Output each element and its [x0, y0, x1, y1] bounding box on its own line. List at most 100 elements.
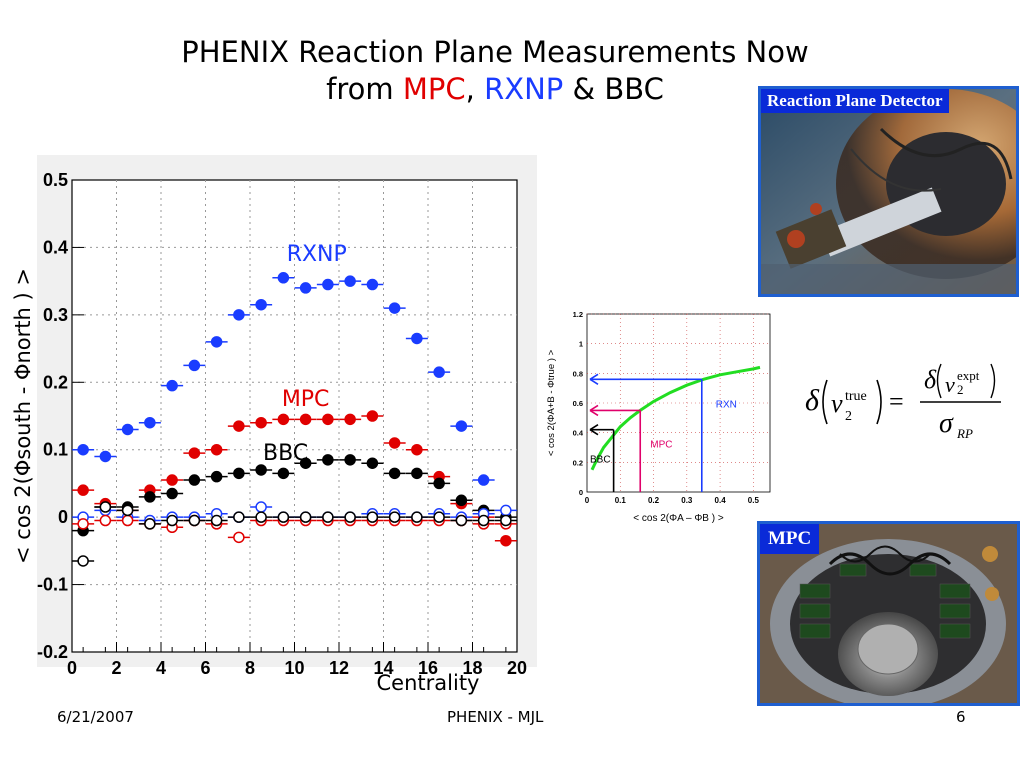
data-point [212, 472, 222, 482]
reaction-plane-detector-photo: Reaction Plane Detector [758, 86, 1019, 297]
data-point [256, 502, 266, 512]
data-point [189, 360, 199, 370]
y-tick-label: 0 [58, 507, 68, 527]
data-point [456, 421, 466, 431]
y-tick-label: 0.3 [43, 305, 68, 325]
data-point [256, 465, 266, 475]
x-axis-label: Centrality [377, 671, 480, 695]
data-point [256, 512, 266, 522]
svg-text:true: true [845, 389, 867, 404]
data-point [479, 516, 489, 526]
x-tick-label: 10 [284, 658, 304, 678]
reaction-plane-chart: 0 2 4 6 8 10 12 14 16 18 20 -0.2 -0.1 0 0.1 0.2 0.3 0.4 0.… [0, 150, 545, 700]
calib-x-axis-label: < cos 2(ΦA – ΦB ) > [633, 513, 724, 524]
data-point [189, 475, 199, 485]
data-point [412, 512, 422, 522]
data-point [212, 337, 222, 347]
calib-x-tick-label: 0.1 [615, 496, 627, 505]
calib-x-tick-label: 0.2 [648, 496, 660, 505]
data-point [100, 516, 110, 526]
data-point [167, 381, 177, 391]
data-point [234, 310, 244, 320]
x-tick-label: 0 [67, 658, 77, 678]
data-point [145, 418, 155, 428]
title-mpc: MPC [403, 72, 466, 106]
svg-text:v: v [945, 372, 955, 397]
x-tick-label: 12 [329, 658, 349, 678]
data-point [390, 468, 400, 478]
data-point [234, 421, 244, 431]
calib-plot-area [587, 314, 770, 492]
data-point [301, 512, 311, 522]
data-point [345, 512, 355, 522]
data-point [167, 475, 177, 485]
data-point [234, 468, 244, 478]
data-point [412, 445, 422, 455]
data-point [456, 516, 466, 526]
annotation-label: RXNP [287, 242, 347, 267]
svg-text:=: = [889, 387, 904, 416]
svg-text:δ: δ [924, 365, 937, 394]
svg-text:expt: expt [957, 368, 980, 383]
data-point [123, 516, 133, 526]
photo-label-mpc: MPC [760, 524, 819, 554]
data-point [367, 411, 377, 421]
y-tick-label: 0.5 [43, 170, 68, 190]
title-comma: , [466, 72, 484, 106]
y-axis-label: < cos 2(Φsouth - Φnorth ) > [11, 268, 35, 564]
data-point [367, 458, 377, 468]
data-point [345, 276, 355, 286]
calibration-chart: 0 0.1 0.2 0.3 0.4 0.500.20.40.60.811.2 BBCMPC… [540, 300, 780, 535]
data-point [412, 333, 422, 343]
data-point [434, 478, 444, 488]
data-point [301, 283, 311, 293]
x-tick-label: 4 [156, 658, 166, 678]
calib-y-tick-label: 0.8 [573, 369, 583, 378]
data-point [323, 414, 333, 424]
data-point [212, 516, 222, 526]
data-point [278, 273, 288, 283]
y-tick-label: -0.2 [37, 642, 68, 662]
footer-center: PHENIX - MJL [447, 708, 543, 726]
x-tick-label: 2 [111, 658, 121, 678]
data-point [434, 367, 444, 377]
x-tick-label: 8 [245, 658, 255, 678]
data-point [345, 414, 355, 424]
data-point [212, 445, 222, 455]
data-point [78, 485, 88, 495]
data-point [479, 475, 489, 485]
data-point [123, 505, 133, 515]
resolution-formula: δ v true 2 = δ v expt 2 σ RP [805, 350, 1005, 445]
data-point [278, 414, 288, 424]
svg-text:2: 2 [957, 382, 964, 397]
data-point [78, 519, 88, 529]
data-point [256, 300, 266, 310]
y-tick-label: 0.1 [43, 440, 68, 460]
svg-text:2: 2 [845, 409, 852, 424]
calib-x-tick-label: 0.3 [681, 496, 693, 505]
data-point [78, 556, 88, 566]
data-point [278, 468, 288, 478]
calib-y-tick-label: 0.6 [573, 399, 583, 408]
data-point [278, 512, 288, 522]
annotation-label: BBC [263, 441, 308, 466]
calib-y-tick-label: 0.4 [573, 429, 584, 438]
data-point [301, 414, 311, 424]
svg-text:σ: σ [939, 408, 954, 439]
annotation-label: MPC [282, 387, 330, 412]
calib-x-tick-label: 0 [585, 496, 590, 505]
title-line-1: PHENIX Reaction Plane Measurements Now [100, 34, 890, 71]
data-point [390, 512, 400, 522]
data-point [367, 280, 377, 290]
calib-y-tick-label: 1.2 [573, 310, 583, 319]
data-point [412, 468, 422, 478]
footer-page-number: 6 [956, 708, 966, 726]
mpc-photo: MPC [757, 521, 1020, 706]
data-point [234, 532, 244, 542]
calib-y-tick-label: 1 [579, 340, 583, 349]
data-point [78, 445, 88, 455]
calib-y-tick-label: 0 [579, 488, 583, 497]
data-point [390, 303, 400, 313]
calib-x-tick-label: 0.4 [715, 496, 727, 505]
footer-date: 6/21/2007 [57, 708, 134, 726]
